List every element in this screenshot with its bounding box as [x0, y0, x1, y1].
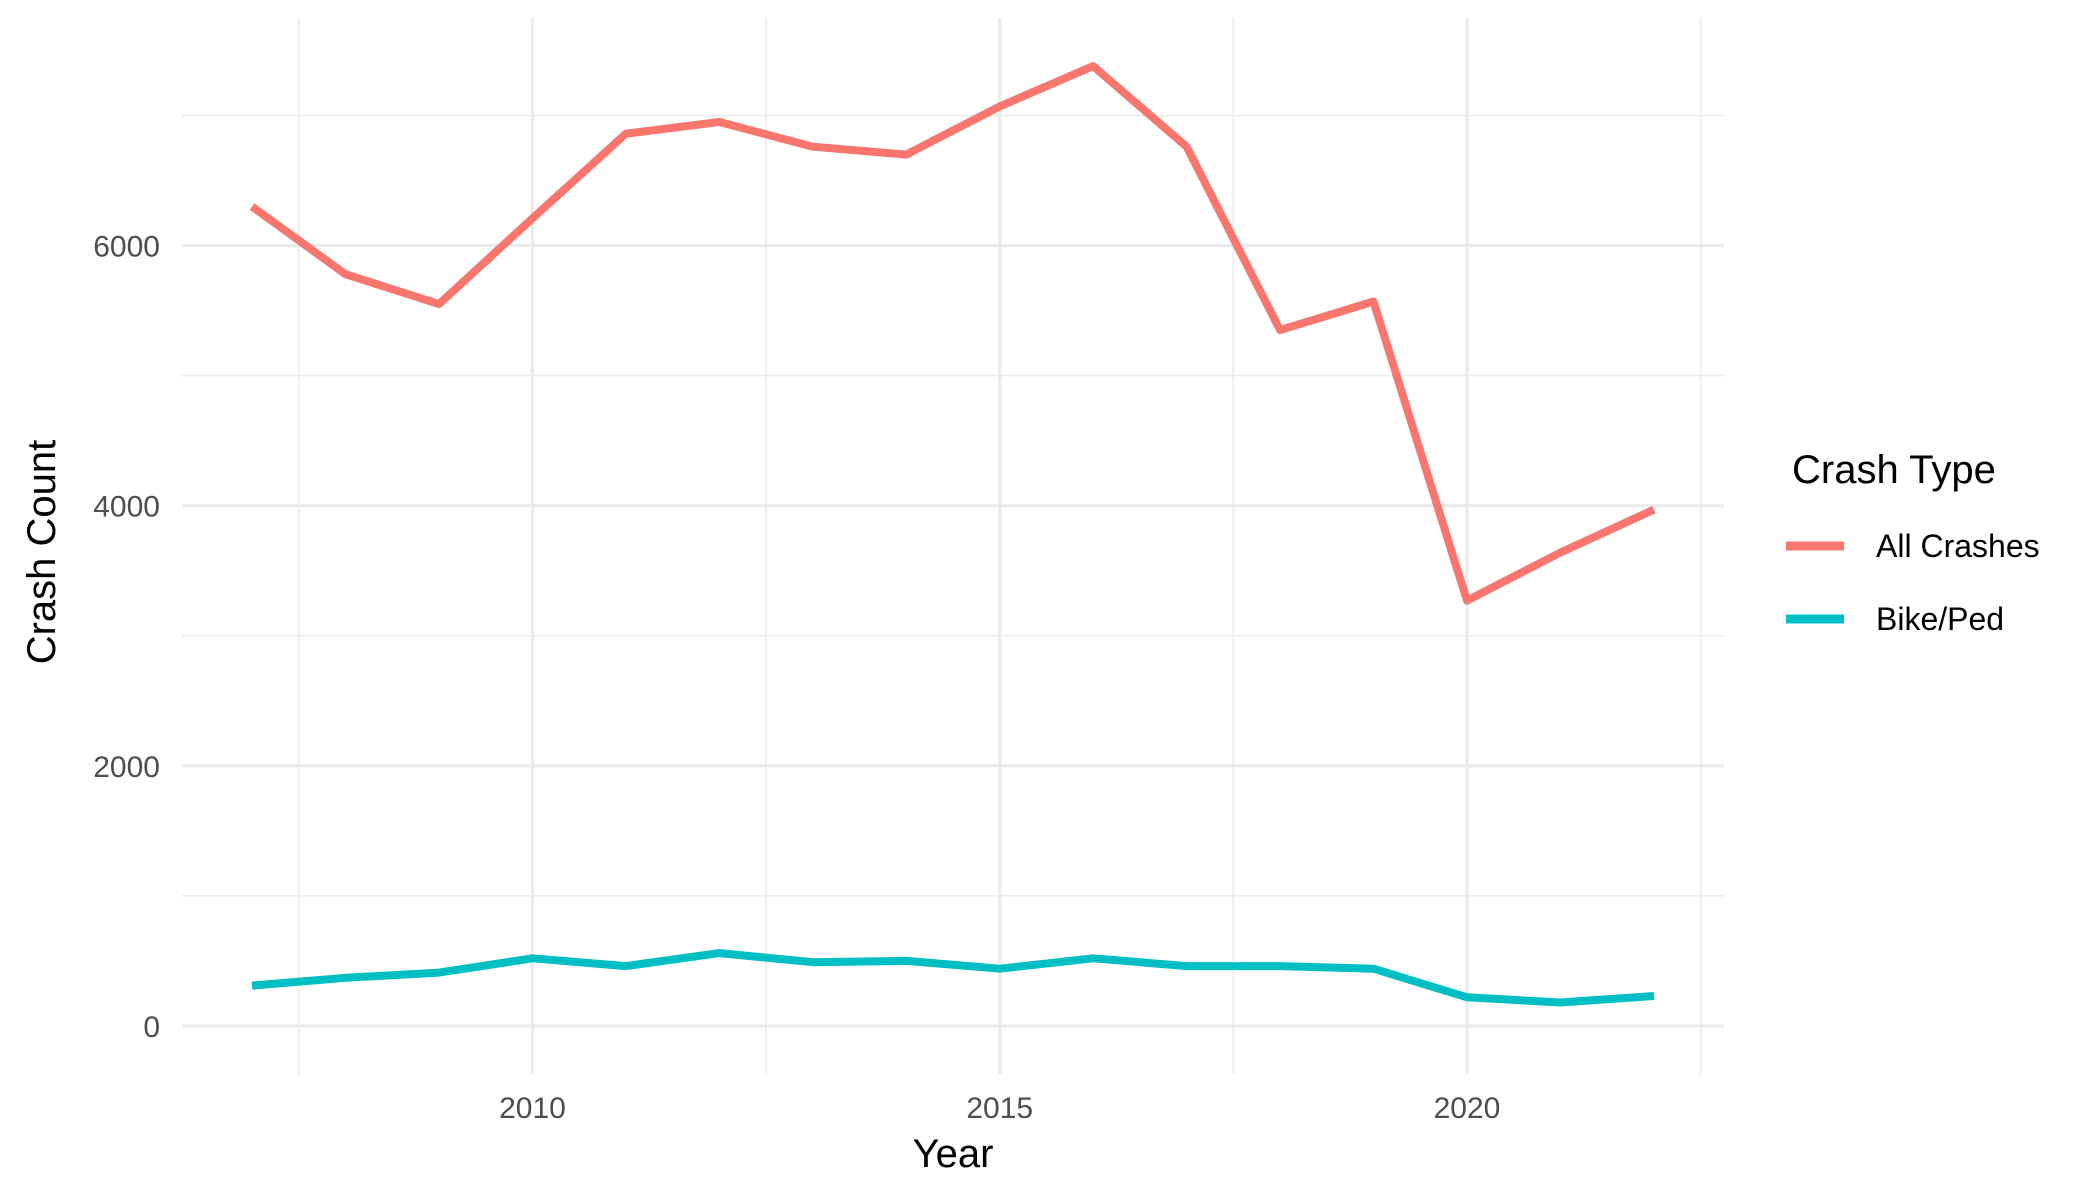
legend: Crash Type All Crashes Bike/Ped [1786, 448, 2040, 637]
legend-label: All Crashes [1876, 528, 2040, 564]
legend-label: Bike/Ped [1876, 601, 2004, 637]
y-tick-label: 4000 [93, 491, 160, 524]
major-gridlines [182, 18, 1724, 1074]
x-axis-tick-labels: 2010 2015 2020 [499, 1092, 1500, 1125]
series-lines [249, 62, 1656, 1007]
x-axis-title: Year [913, 1132, 994, 1176]
legend-item: All Crashes [1786, 528, 2040, 564]
x-tick-label: 2020 [1434, 1092, 1501, 1125]
series-line-bike-ped [251, 949, 1655, 1007]
minor-gridlines [182, 18, 1724, 1074]
y-tick-label: 0 [143, 1011, 160, 1044]
legend-title: Crash Type [1792, 448, 1996, 492]
legend-item: Bike/Ped [1786, 601, 2004, 637]
x-tick-label: 2010 [499, 1092, 566, 1125]
legend-items: All Crashes Bike/Ped [1786, 528, 2040, 637]
y-axis-title: Crash Count [20, 440, 64, 665]
y-tick-label: 6000 [93, 231, 160, 264]
series-line-all-crashes [249, 62, 1656, 605]
y-tick-label: 2000 [93, 751, 160, 784]
x-tick-label: 2015 [966, 1092, 1033, 1125]
y-axis-tick-labels: 0 2000 4000 6000 [93, 231, 160, 1044]
